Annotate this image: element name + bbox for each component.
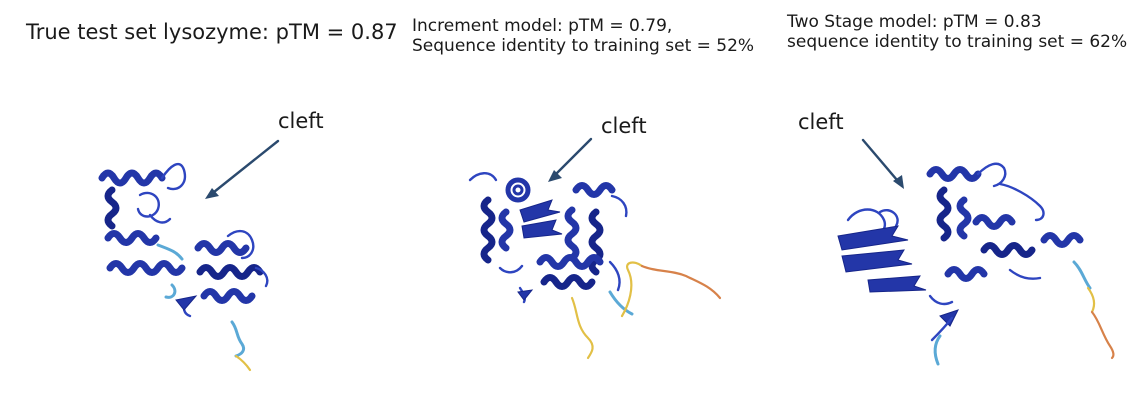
panel-3-title: Two Stage model: pTM = 0.83 sequence ide… [787, 12, 1127, 53]
panel-3-cleft-arrow [861, 138, 904, 189]
panel-3-protein-structure [837, 162, 1115, 366]
panel-2-title-line-2: Sequence identity to training set = 52% [412, 36, 755, 57]
panel-2-title-line-1: Increment model: pTM = 0.79, [412, 16, 673, 36]
panel-1-protein-structure [98, 162, 269, 372]
panel-1-cleft-label: cleft [278, 109, 324, 133]
panel-3-title-line-1: Two Stage model: pTM = 0.83 [787, 12, 1042, 32]
panel-3-cleft-label: cleft [798, 110, 844, 134]
panel-2-title: Increment model: pTM = 0.79, Sequence id… [412, 16, 754, 57]
panel-3-title-line-2: sequence identity to training set = 62% [787, 32, 1128, 53]
panel-1-title: True test set lysozyme: pTM = 0.87 [26, 20, 398, 45]
panel-1-title-line-1: True test set lysozyme: pTM = 0.87 [26, 20, 398, 44]
panel-2-cleft-arrow [548, 137, 593, 182]
panel-2-protein-structure [468, 172, 722, 360]
panel-1-cleft-arrow [205, 139, 280, 199]
panel-2-cleft-label: cleft [601, 114, 647, 138]
